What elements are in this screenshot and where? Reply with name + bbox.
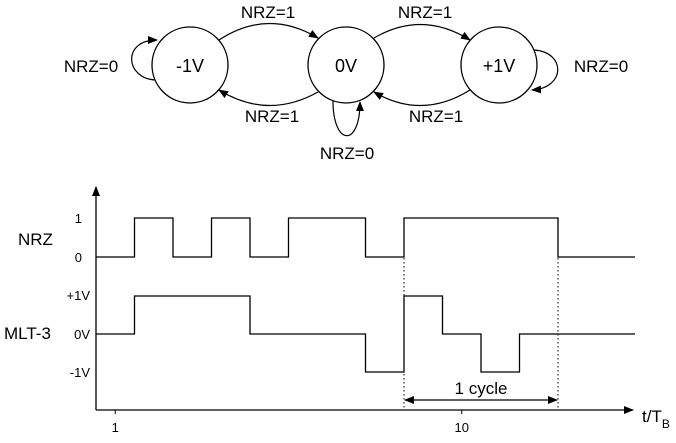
nrz-signal-label: NRZ — [18, 230, 53, 249]
state-minus-1v-label: -1V — [176, 56, 204, 76]
transition-zero-to-minus-arrow — [218, 89, 319, 107]
label-zero-self: NRZ=0 — [320, 144, 374, 163]
cycle-label: 1 cycle — [455, 379, 508, 398]
x-tick-label: 10 — [455, 420, 469, 435]
transition-plus-to-zero-arrow — [373, 89, 471, 107]
self-loop-minus-arrow — [131, 36, 158, 81]
mlt3-level-zero-label: 0V — [74, 327, 90, 342]
label-zero-to-minus: NRZ=1 — [245, 107, 299, 126]
x-tick-label: 1 — [112, 420, 119, 435]
mlt3-level-minus-label: -1V — [70, 365, 91, 380]
transition-minus-to-zero-arrow — [218, 22, 319, 41]
state-plus-1v-label: +1V — [483, 56, 516, 76]
mlt3-level-plus-label: +1V — [67, 288, 91, 303]
timing-diagram: NRZ MLT-3 1 0 +1V 0V -1V 1 cycle 1 10 t/T… — [4, 186, 670, 435]
mlt3-signal-label: MLT-3 — [4, 324, 51, 343]
self-loop-zero-arrow — [332, 100, 364, 137]
nrz-waveform — [96, 217, 635, 258]
state-plus-1v — [460, 26, 538, 104]
time-axis-label-main: t/T — [642, 407, 662, 426]
time-axis-label-subscript: B — [662, 417, 670, 431]
state-0v-label: 0V — [335, 56, 357, 76]
state-diagram: -1V 0V +1V NRZ=1 NRZ=1 NRZ=1 NRZ=1 NRZ=0… — [64, 3, 628, 163]
label-plus-self: NRZ=0 — [574, 57, 628, 76]
nrz-level-1-label: 1 — [75, 211, 82, 226]
label-zero-to-plus: NRZ=1 — [398, 3, 452, 22]
self-loop-plus-arrow — [531, 49, 559, 94]
state-minus-1v — [151, 26, 229, 104]
label-plus-to-zero: NRZ=1 — [409, 107, 463, 126]
label-minus-self: NRZ=0 — [64, 57, 118, 76]
x-tick-labels: 1 10 — [112, 410, 469, 435]
mlt3-waveform — [96, 295, 635, 373]
label-minus-to-zero: NRZ=1 — [241, 3, 295, 22]
time-axis-label: t/TB — [642, 407, 670, 431]
state-0v — [307, 26, 385, 104]
transition-zero-to-plus-arrow — [373, 23, 471, 41]
nrz-level-0-label: 0 — [75, 250, 82, 265]
